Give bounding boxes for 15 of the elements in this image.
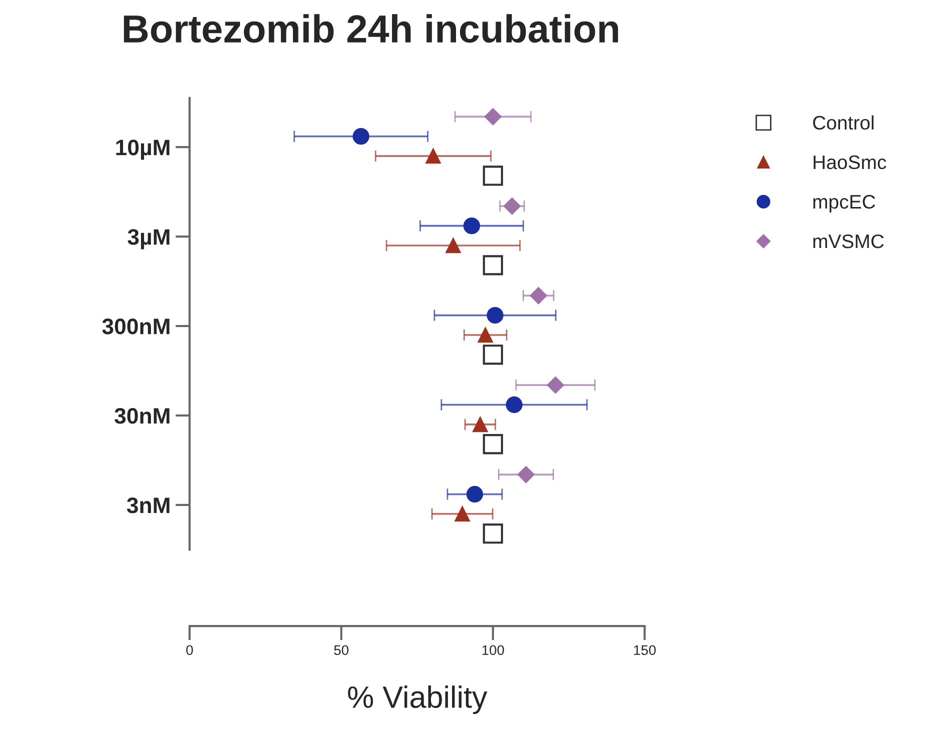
legend-label: HaoSmc bbox=[814, 155, 886, 170]
y-tick-label: 10µM bbox=[116, 140, 170, 160]
x-tick-label: 150 bbox=[634, 645, 656, 656]
chart-title: Bortezomib 24h incubation bbox=[124, 14, 618, 43]
x-tick-label: 100 bbox=[482, 645, 504, 656]
x-axis-title: % Viability bbox=[348, 686, 488, 714]
legend-label: Control bbox=[813, 115, 874, 130]
legend-label: mpcEC bbox=[813, 194, 876, 213]
x-tick-label: 0 bbox=[186, 645, 193, 656]
y-tick-label: 3µM bbox=[128, 229, 170, 250]
y-tick-label: 300nM bbox=[102, 318, 170, 334]
legend-label: mVSMC bbox=[813, 234, 884, 248]
y-tick-label: 3nM bbox=[126, 497, 170, 514]
x-tick-label: 50 bbox=[334, 645, 348, 656]
y-tick-label: 30nM bbox=[114, 408, 170, 424]
